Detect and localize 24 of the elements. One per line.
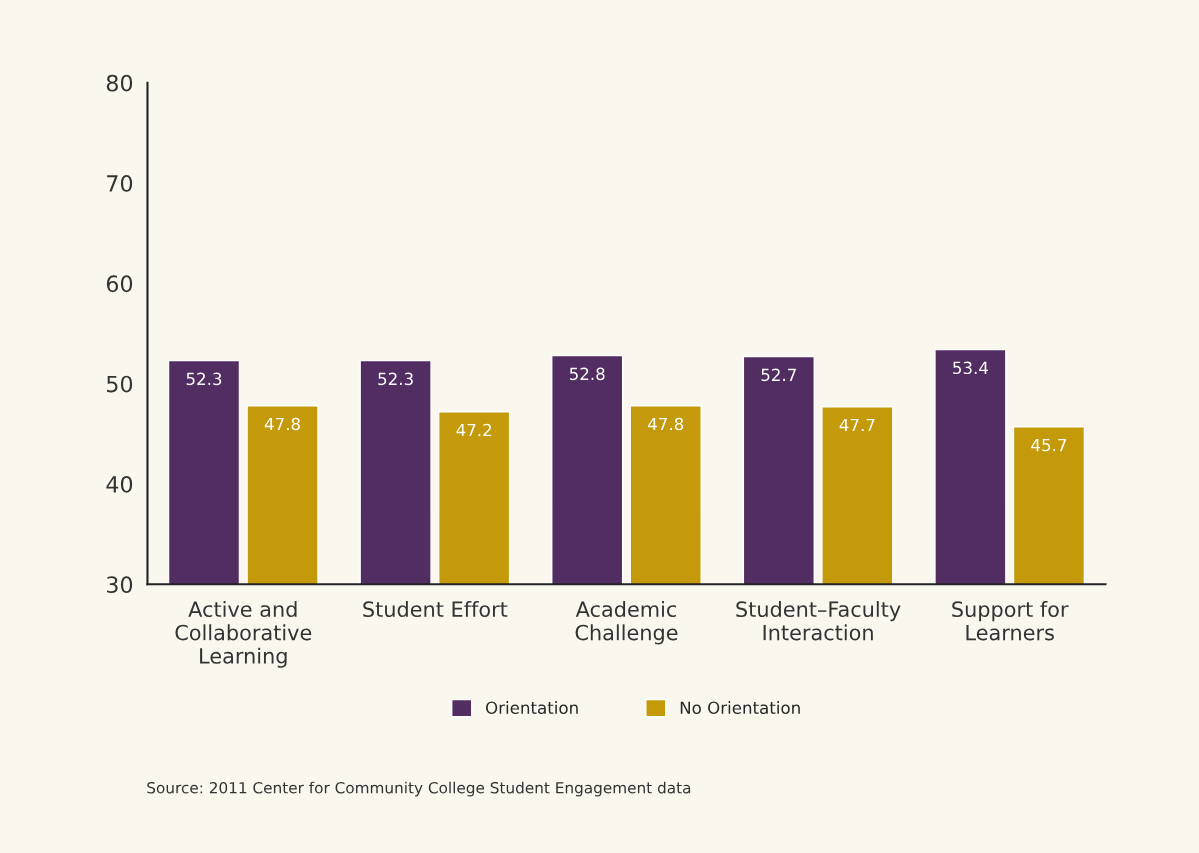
- y-tick-label: 30: [107, 576, 133, 594]
- data-label: 47.8: [648, 417, 684, 431]
- legend-label: Orientation: [486, 701, 578, 715]
- data-label: 53.4: [953, 361, 989, 375]
- legend-label: No Orientation: [680, 701, 800, 715]
- data-label: 47.2: [456, 423, 492, 437]
- data-label: 52.7: [761, 368, 796, 382]
- x-tick-label: Academic Challenge: [575, 600, 678, 645]
- x-tick-label: Student Effort: [363, 600, 508, 618]
- x-tick-label: Student–Faculty Interaction: [736, 600, 901, 641]
- y-tick-label: 80: [106, 74, 133, 92]
- source-note: Source: 2011 Center for Community College Student Engagement data: [147, 781, 691, 797]
- y-tick-label: 40: [106, 475, 133, 493]
- data-label: 52.3: [186, 372, 222, 386]
- data-label: 47.7: [839, 418, 875, 432]
- y-tick-label: 50: [107, 375, 133, 393]
- x-tick-label: Active and Collaborative Learning: [175, 600, 312, 668]
- x-tick-label: Support for Learners: [952, 600, 1069, 641]
- data-label: 45.7: [1031, 438, 1067, 452]
- data-label: 47.8: [264, 417, 300, 431]
- data-label: 52.8: [569, 367, 605, 381]
- data-label: 52.3: [378, 372, 413, 386]
- y-tick-label: 70: [107, 175, 133, 192]
- y-tick-label: 60: [106, 275, 133, 293]
